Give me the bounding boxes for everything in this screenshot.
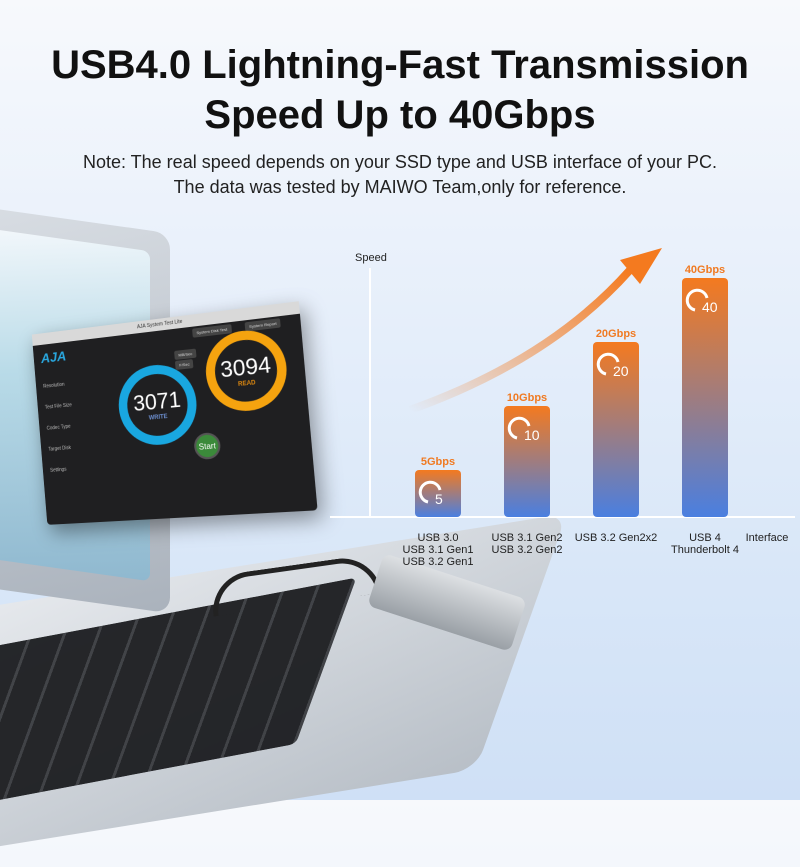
read-gauge: 3094 READ xyxy=(203,326,290,414)
sidebar-item: Test File Size xyxy=(45,399,73,413)
note-line1: Note: The real speed depends on your SSD… xyxy=(0,150,800,175)
x-tick-label: USB 3.0 USB 3.1 Gen1 USB 3.2 Gen1 xyxy=(403,532,474,568)
app-sidebar: Resolution Test File Size Codec Type Tar… xyxy=(42,369,77,477)
read-label: READ xyxy=(238,380,256,388)
data-label: 20Gbps xyxy=(596,328,636,340)
x-axis-label: Interface xyxy=(746,532,789,544)
sidebar-item: Settings xyxy=(50,463,78,477)
speedometer-value: 5 xyxy=(435,491,443,507)
headline: USB4.0 Lightning-Fast Transmission Speed… xyxy=(0,40,800,140)
data-label: 5Gbps xyxy=(421,456,455,468)
sidebar-item: Resolution xyxy=(43,378,71,392)
speedometer-value: 10 xyxy=(524,427,540,443)
write-value: 3071 xyxy=(132,387,182,417)
mbsec-button: MB/Sec xyxy=(174,349,197,360)
x-tick-label: USB 3.1 Gen2 USB 3.2 Gen2 xyxy=(492,532,563,556)
fsec-button: F/Sec xyxy=(175,359,194,370)
headline-line2: Speed Up to 40Gbps xyxy=(0,90,800,140)
y-axis-label: Speed xyxy=(355,252,387,264)
write-gauge: 3071 WRITE xyxy=(116,361,200,448)
data-label: 40Gbps xyxy=(685,264,725,276)
x-tick-label: USB 4 Thunderbolt 4 xyxy=(671,532,739,556)
start-button: Start xyxy=(193,432,221,460)
read-value: 3094 xyxy=(219,352,272,384)
sidebar-item: Codec Type xyxy=(46,421,74,435)
speedometer-value: 40 xyxy=(702,299,718,315)
disclaimer-note: Note: The real speed depends on your SSD… xyxy=(0,150,800,200)
aja-logo: AJA xyxy=(40,348,66,366)
speedometer-value: 20 xyxy=(613,363,629,379)
sidebar-item: Target Disk xyxy=(48,442,76,456)
headline-line1: USB4.0 Lightning-Fast Transmission xyxy=(0,40,800,90)
system-report-button: System Report xyxy=(245,318,282,331)
x-tick-label: USB 3.2 Gen2x2 xyxy=(575,532,658,544)
aja-app-window: AJA System Test Lite System Disk Test Sy… xyxy=(32,301,318,525)
write-label: WRITE xyxy=(149,414,168,422)
speed-bar-chart: Speed 5Gbps 5 10Gbps 10 20Gbps 20 40Gbps 40 xyxy=(330,240,800,580)
note-line2: The data was tested by MAIWO Team,only f… xyxy=(0,175,800,200)
data-label: 10Gbps xyxy=(507,392,547,404)
